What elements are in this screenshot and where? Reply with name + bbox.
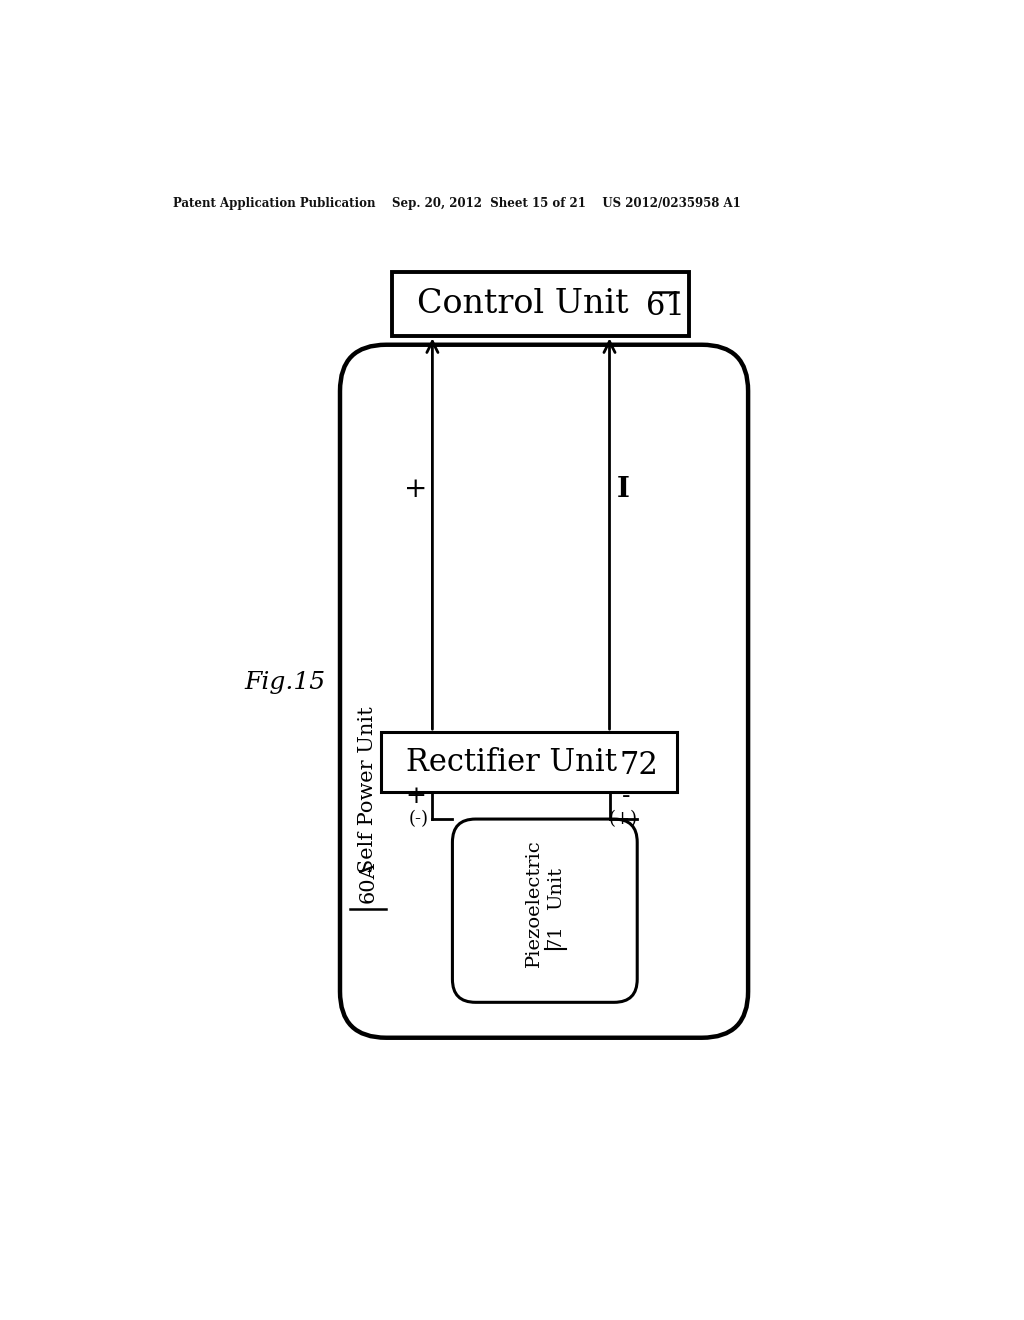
Text: +: + xyxy=(406,785,426,808)
FancyBboxPatch shape xyxy=(340,345,749,1038)
Text: 61: 61 xyxy=(646,290,685,322)
Text: 71: 71 xyxy=(547,924,564,949)
Text: (+): (+) xyxy=(609,810,638,829)
Text: Piezoelectric: Piezoelectric xyxy=(525,840,543,968)
Text: Control Unit: Control Unit xyxy=(417,288,629,319)
Text: 72: 72 xyxy=(620,751,658,781)
Text: (-): (-) xyxy=(409,810,428,829)
Text: Rectifier Unit: Rectifier Unit xyxy=(406,747,616,777)
Text: Fig.15: Fig.15 xyxy=(245,671,326,693)
Text: 60A: 60A xyxy=(358,862,377,903)
Text: Self Power Unit: Self Power Unit xyxy=(358,706,377,873)
Bar xyxy=(381,733,677,792)
Text: Unit: Unit xyxy=(547,867,564,911)
Text: Patent Application Publication    Sep. 20, 2012  Sheet 15 of 21    US 2012/02359: Patent Application Publication Sep. 20, … xyxy=(173,197,740,210)
Text: -: - xyxy=(623,785,631,808)
Bar xyxy=(392,272,689,335)
Text: I: I xyxy=(616,477,630,503)
FancyBboxPatch shape xyxy=(453,818,637,1002)
Text: +: + xyxy=(403,477,427,503)
